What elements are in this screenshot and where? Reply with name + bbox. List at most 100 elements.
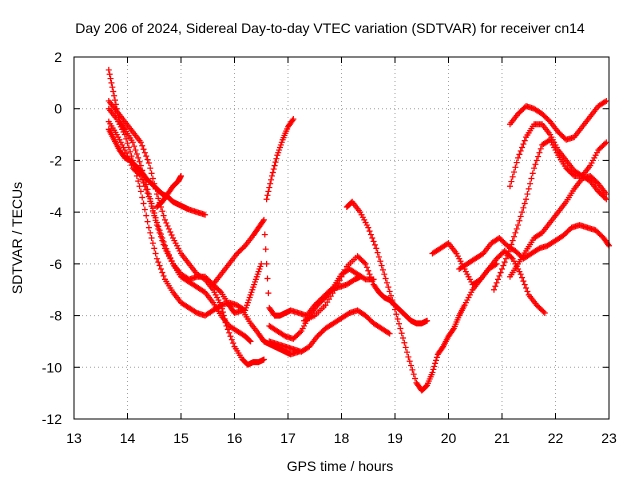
data-point [504, 252, 511, 259]
data-point [508, 241, 515, 248]
data-point [345, 310, 352, 317]
data-point [156, 229, 163, 236]
data-point [519, 144, 526, 151]
series-sat-l [343, 198, 500, 394]
data-point [219, 305, 226, 312]
data-point [429, 369, 436, 376]
data-point [393, 311, 400, 318]
data-point [265, 290, 272, 297]
data-point [240, 244, 247, 251]
data-point [110, 88, 117, 95]
data-point [402, 344, 409, 351]
data-point [132, 147, 139, 154]
data-point [516, 217, 523, 224]
data-point [390, 301, 397, 308]
data-point [432, 360, 439, 367]
data-point [322, 302, 329, 309]
data-point [535, 246, 542, 253]
data-point [439, 344, 446, 351]
series-sat-e [105, 97, 267, 368]
data-point [400, 334, 407, 341]
data-point [536, 149, 543, 156]
data-point [262, 246, 269, 253]
data-point [387, 292, 394, 299]
data-point [449, 326, 456, 333]
data-point [423, 383, 430, 390]
data-point [178, 172, 184, 179]
x-tick-label: 14 [120, 430, 136, 446]
series-sat-n [456, 222, 612, 273]
series-sat-p [507, 97, 610, 143]
data-point [124, 140, 131, 147]
data-point [230, 340, 237, 347]
data-point [121, 147, 128, 154]
series-sat-k [301, 253, 431, 327]
data-point [508, 178, 515, 185]
data-point [135, 178, 142, 185]
data-point [219, 309, 226, 316]
series-sat-h [263, 116, 297, 203]
data-point [523, 196, 530, 203]
data-point [521, 200, 528, 207]
data-point [223, 322, 230, 329]
x-axis-label: GPS time / hours [287, 458, 394, 474]
data-point [509, 173, 516, 180]
x-tick-label: 19 [387, 430, 403, 446]
data-point [143, 212, 150, 219]
data-point [375, 253, 382, 260]
data-point [370, 238, 377, 245]
y-axis-label: SDTVAR / TECUs [9, 182, 25, 294]
data-point [139, 194, 146, 201]
data-point [135, 154, 142, 161]
data-point [137, 188, 144, 195]
data-point [149, 175, 156, 182]
data-point [366, 228, 373, 235]
data-point [125, 144, 132, 151]
data-point [324, 299, 331, 306]
data-point [263, 260, 270, 267]
data-point [163, 219, 170, 226]
data-point [392, 306, 398, 313]
data-point [148, 170, 155, 177]
data-point [141, 149, 148, 156]
data-point [517, 213, 524, 220]
data-point [386, 330, 393, 337]
data-point [533, 157, 540, 164]
data-point [145, 193, 152, 200]
data-point [507, 245, 514, 252]
data-point [535, 153, 542, 160]
series-sat-d [105, 126, 209, 218]
data-point [601, 140, 608, 147]
data-point [167, 228, 174, 235]
data-point [153, 191, 160, 198]
data-point [537, 145, 544, 152]
data-point [377, 258, 384, 265]
data-point [361, 259, 368, 266]
data-point [509, 237, 516, 244]
y-tick-label: -10 [42, 359, 62, 375]
data-point [326, 296, 333, 303]
data-point [149, 240, 156, 247]
data-point [160, 212, 167, 219]
data-point [593, 179, 600, 186]
data-point [144, 218, 151, 225]
data-point [159, 208, 166, 215]
data-point [152, 217, 159, 224]
data-point [369, 278, 376, 285]
data-point [603, 139, 610, 146]
data-point [336, 277, 343, 284]
data-point [366, 271, 373, 278]
data-point [404, 349, 411, 356]
data-point [297, 329, 304, 336]
data-point [153, 222, 160, 229]
data-point [144, 156, 151, 163]
data-point [340, 270, 347, 277]
data-point [430, 366, 437, 373]
data-point [107, 75, 114, 82]
data-point [373, 245, 380, 252]
data-point [261, 231, 268, 238]
axis-ticks: 13 14 15 16 17 18 19 20 21 22 23 -12 -10 -8 -6 -4 -2 0 2 [42, 49, 617, 446]
data-point [151, 245, 158, 252]
data-point [247, 338, 254, 345]
